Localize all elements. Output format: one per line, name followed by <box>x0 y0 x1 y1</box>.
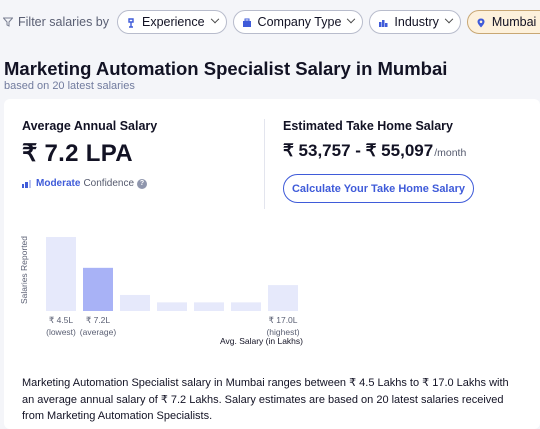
take-home-value: ₹ 53,757 - ₹ 55,097/month <box>283 141 466 161</box>
x-label-note: (lowest) <box>46 327 76 337</box>
x-label-note: (highest) <box>266 327 300 337</box>
average-salary-label: Average Annual Salary <box>22 119 158 133</box>
x-label-value: ₹ 4.5L <box>48 315 74 325</box>
filter-bar: Filter salaries by Experience Company Ty… <box>0 0 540 44</box>
location-pin-icon <box>476 17 486 28</box>
filter-label-text: Filter salaries by <box>18 15 109 29</box>
location-chip-label: Mumbai <box>491 15 537 29</box>
company-type-filter-chip[interactable]: Company Type <box>232 10 364 34</box>
help-icon[interactable]: ? <box>137 178 148 189</box>
calculate-take-home-button[interactable]: Calculate Your Take Home Salary <box>283 174 474 203</box>
chart-bar <box>157 302 187 311</box>
average-salary-value: ₹ 7.2 LPA <box>22 140 133 167</box>
y-axis-label-text: Salaries Reported <box>19 235 29 305</box>
take-home-range: ₹ 53,757 - ₹ 55,097 <box>283 141 434 160</box>
filter-label: Filter salaries by <box>2 15 109 29</box>
chevron-down-icon <box>347 14 356 24</box>
industry-icon <box>378 17 388 27</box>
industry-filter-chip[interactable]: Industry <box>369 10 461 34</box>
filter-icon <box>2 17 14 27</box>
location-filter-chip[interactable]: Mumbai <box>466 10 540 34</box>
salary-card: Average Annual Salary ₹ 7.2 LPA Moderate… <box>4 99 540 429</box>
confidence-indicator: Moderate Confidence ? <box>22 178 148 189</box>
x-label-value: ₹ 17.0L <box>268 315 298 325</box>
confidence-level: Moderate <box>36 178 81 189</box>
vertical-divider <box>264 119 265 209</box>
experience-icon <box>126 17 136 28</box>
chevron-down-icon <box>444 14 454 24</box>
chart-x-label: ₹ 17.0L (highest) <box>253 315 313 337</box>
page-subtitle: based on 20 latest salaries <box>4 80 135 92</box>
chart-bar <box>231 302 261 311</box>
take-home-period: /month <box>434 147 467 159</box>
confidence-text: Confidence <box>83 178 135 189</box>
confidence-bars-icon <box>22 179 32 188</box>
x-label-value: ₹ 7.2L <box>85 315 111 325</box>
chart-bar <box>194 302 224 311</box>
chart-x-label: ₹ 4.5L (lowest) <box>31 315 91 337</box>
chart-bar <box>120 294 150 311</box>
industry-chip-label: Industry <box>394 15 439 29</box>
company-icon <box>242 17 252 27</box>
chart-y-axis-label: Salaries Reported <box>17 230 31 310</box>
chart-x-axis-title: Avg. Salary (in Lakhs) <box>220 336 303 346</box>
take-home-label: Estimated Take Home Salary <box>283 119 453 133</box>
chart-bar <box>46 237 76 311</box>
chart-bar <box>268 285 298 311</box>
experience-filter-chip[interactable]: Experience <box>117 10 227 34</box>
salary-description: Marketing Automation Specialist salary i… <box>22 377 509 422</box>
experience-chip-label: Experience <box>142 15 205 29</box>
chart-x-label: ₹ 7.2L (average) <box>68 315 128 337</box>
company-type-chip-label: Company Type <box>257 15 342 29</box>
page-title: Marketing Automation Specialist Salary i… <box>4 58 448 79</box>
chevron-down-icon <box>210 14 219 24</box>
bar-chart-svg <box>46 237 298 311</box>
chart-bar <box>83 267 113 311</box>
x-label-note: (average) <box>79 327 117 337</box>
salary-distribution-chart <box>44 231 304 311</box>
